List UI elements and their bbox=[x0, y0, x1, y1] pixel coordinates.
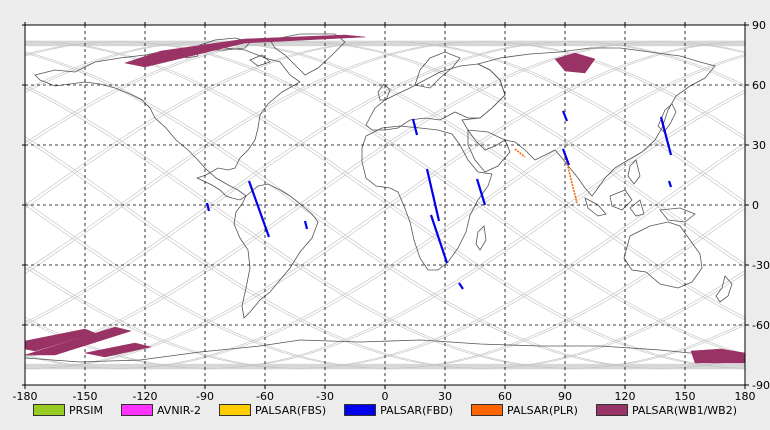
coast-greenland bbox=[269, 33, 346, 76]
coast-south-america bbox=[233, 183, 319, 319]
legend-swatch-palsar-wb bbox=[595, 404, 628, 416]
fbd-segment bbox=[429, 214, 449, 264]
fbd-segment bbox=[667, 180, 673, 188]
axis-ticks: -180 -150 -120 -90 -60 -30 0 30 60 90 120 150 180 90 6… bbox=[13, 19, 770, 400]
coast-philippines bbox=[627, 159, 641, 185]
y-tick-label: 90 bbox=[752, 19, 766, 32]
orbit-track bbox=[24, 41, 746, 321]
y-tick-label: -60 bbox=[752, 319, 770, 332]
x-tick-label: -90 bbox=[196, 390, 214, 400]
fbd-segment bbox=[458, 282, 464, 290]
y-tick-label: -30 bbox=[752, 259, 770, 272]
coast-new-guinea bbox=[659, 207, 696, 223]
fbd-segment bbox=[425, 168, 441, 222]
legend-swatch-palsar-plr bbox=[471, 404, 504, 416]
plr-segment bbox=[514, 148, 526, 158]
coast-arabia bbox=[467, 129, 511, 173]
legend-swatch-palsar-fbd bbox=[344, 404, 377, 416]
x-tick-label: 30 bbox=[438, 390, 452, 400]
x-tick-label: -180 bbox=[13, 390, 38, 400]
legend-item-palsar-plr: PALSAR(PLR) bbox=[471, 404, 578, 417]
legend-item-prsim: PRSIM bbox=[32, 403, 103, 417]
coast-antarctica bbox=[24, 339, 746, 363]
lat-lon-grid bbox=[25, 25, 745, 385]
legend-swatch-palsar-fbs bbox=[218, 404, 251, 416]
coast-australia bbox=[623, 221, 703, 289]
y-tick-label: -90 bbox=[752, 379, 770, 392]
legend-label-palsar-plr: PALSAR(PLR) bbox=[507, 403, 578, 417]
legend: PRSIM AVNIR-2 PALSAR(FBS) PALSAR(FBD) PA… bbox=[0, 400, 770, 420]
fbd-segment bbox=[561, 110, 569, 122]
wb-swath bbox=[554, 52, 596, 74]
legend-item-avnir2: AVNIR-2 bbox=[120, 403, 201, 417]
coverage-map: -180 -150 -120 -90 -60 -30 0 30 60 90 120 150 180 90 6… bbox=[12, 19, 770, 400]
legend-item-palsar-fbs: PALSAR(FBS) bbox=[218, 403, 327, 417]
y-tick-label: 0 bbox=[752, 199, 759, 212]
fbd-segment bbox=[659, 116, 673, 156]
legend-label-palsar-fbs: PALSAR(FBS) bbox=[254, 403, 327, 417]
x-tick-label: -120 bbox=[133, 390, 158, 400]
x-tick-label: 0 bbox=[382, 390, 389, 400]
x-tick-label: -30 bbox=[316, 390, 334, 400]
legend-label-palsar-wb: PALSAR(WB1/WB2) bbox=[631, 403, 738, 417]
fbd-segment bbox=[247, 180, 271, 238]
legend-label-avnir2: AVNIR-2 bbox=[156, 403, 201, 417]
orbit-track bbox=[24, 51, 746, 369]
wb-swath bbox=[124, 34, 366, 68]
fbd-segment bbox=[303, 220, 309, 230]
orbit-track bbox=[24, 41, 746, 265]
legend-item-palsar-wb: PALSAR(WB1/WB2) bbox=[595, 403, 738, 417]
fbd-segment bbox=[205, 202, 211, 212]
x-tick-label: 90 bbox=[558, 390, 572, 400]
x-tick-label: -60 bbox=[256, 390, 274, 400]
x-tick-label: -150 bbox=[73, 390, 98, 400]
observation-line-layer bbox=[205, 110, 673, 290]
x-tick-label: 150 bbox=[675, 390, 696, 400]
coast-madagascar bbox=[475, 225, 487, 251]
wb-swath bbox=[84, 342, 152, 358]
y-tick-label: 60 bbox=[752, 79, 766, 92]
legend-swatch-prsim bbox=[32, 404, 65, 416]
fbd-segment bbox=[411, 118, 419, 136]
wb-swath bbox=[24, 326, 132, 356]
legend-swatch-avnir2 bbox=[120, 404, 153, 416]
coast-japan bbox=[657, 103, 677, 133]
y-tick-label: 30 bbox=[752, 139, 766, 152]
legend-item-palsar-fbd: PALSAR(FBD) bbox=[344, 404, 453, 417]
x-tick-label: 120 bbox=[615, 390, 636, 400]
coast-british-isles bbox=[377, 83, 391, 101]
wb-swath-layer bbox=[24, 34, 746, 364]
plr-segment bbox=[564, 154, 578, 204]
x-tick-label: 180 bbox=[735, 390, 756, 400]
legend-label-prsim: PRSIM bbox=[68, 403, 103, 417]
fbd-segment bbox=[475, 178, 487, 206]
x-tick-label: 60 bbox=[498, 390, 512, 400]
legend-label-palsar-fbd: PALSAR(FBD) bbox=[380, 403, 454, 417]
coast-new-zealand bbox=[715, 275, 733, 303]
fbd-segment bbox=[561, 148, 571, 166]
